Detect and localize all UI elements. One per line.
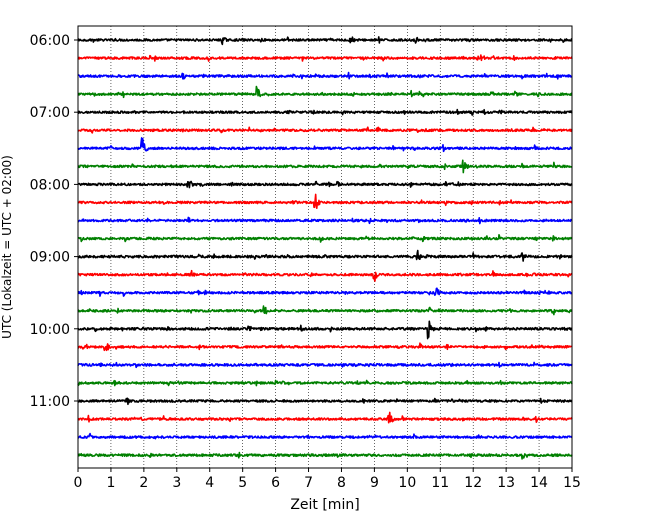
x-axis-label: Zeit [min]	[290, 497, 359, 513]
x-tick-label: 4	[205, 475, 214, 491]
x-tick-label: 5	[238, 475, 247, 491]
x-tick-label: 10	[398, 475, 416, 491]
x-tick-label: 0	[74, 475, 83, 491]
trace-line	[77, 287, 573, 297]
x-tick-label: 13	[497, 475, 515, 491]
x-axis: 0 1 2 3 4 5 6 7 8 9 10 11 12 13 14 15	[74, 468, 581, 491]
trace-line	[77, 216, 573, 225]
y-axis: 06:00 07:00 08:00 09:00 10:00 11:00	[30, 33, 78, 410]
y-tick-label: 11:00	[30, 394, 70, 410]
y-tick-label: 10:00	[30, 322, 70, 338]
trace-line	[77, 411, 573, 424]
trace-line	[77, 432, 573, 440]
x-tick-label: 11	[431, 475, 449, 491]
trace-line	[77, 320, 573, 340]
x-tick-label: 3	[172, 475, 181, 491]
trace-line	[77, 451, 573, 460]
trace-line	[77, 137, 573, 153]
trace-line	[77, 397, 573, 406]
y-tick-label: 08:00	[30, 177, 70, 193]
trace-line	[77, 249, 573, 262]
trace-line	[77, 71, 573, 80]
trace-line	[77, 269, 573, 282]
y-tick-label: 06:00	[30, 33, 70, 49]
x-tick-label: 6	[271, 475, 280, 491]
trace-line	[77, 54, 573, 62]
seismic-traces	[77, 36, 573, 460]
y-tick-label: 09:00	[30, 250, 70, 266]
trace-line	[77, 159, 573, 174]
y-axis-label: UTC (Lokalzeit = UTC + 02:00)	[0, 155, 14, 339]
x-tick-label: 1	[106, 475, 115, 491]
trace-line	[77, 180, 573, 189]
x-tick-label: 14	[530, 475, 548, 491]
axes-frame	[77, 25, 573, 469]
trace-line	[77, 234, 573, 243]
plot-area	[77, 25, 573, 469]
x-tick-label: 12	[464, 475, 482, 491]
trace-line	[77, 126, 573, 134]
x-tick-label: 2	[139, 475, 148, 491]
trace-line	[77, 342, 573, 352]
x-tick-label: 8	[337, 475, 346, 491]
x-tick-label: 9	[370, 475, 379, 491]
trace-line	[77, 85, 573, 99]
y-tick-label: 07:00	[30, 105, 70, 121]
trace-line	[77, 305, 573, 316]
trace-line	[77, 379, 573, 387]
trace-line	[77, 193, 573, 210]
x-tick-label: 15	[563, 475, 581, 491]
trace-line	[77, 361, 573, 369]
trace-line	[77, 108, 573, 116]
trace-line	[77, 36, 573, 46]
x-tick-label: 7	[304, 475, 313, 491]
